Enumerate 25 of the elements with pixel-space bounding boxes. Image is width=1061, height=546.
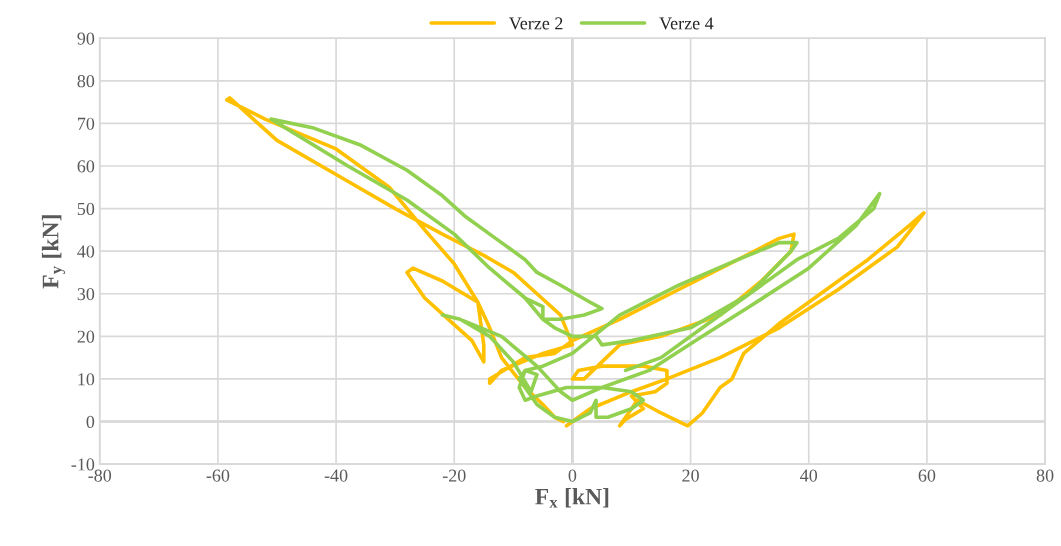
y-tick-label: 70 bbox=[78, 117, 95, 130]
legend-label: Verze 4 bbox=[659, 17, 714, 30]
x-tick-label: -20 bbox=[442, 469, 466, 482]
y-tick-label: 40 bbox=[77, 245, 95, 258]
x-tick-label: 60 bbox=[918, 469, 936, 482]
legend-label: Verze 2 bbox=[508, 17, 563, 30]
y-tick-label: 80 bbox=[77, 75, 95, 88]
y-tick-label: 10 bbox=[78, 373, 95, 386]
y-tick-label: 0 bbox=[86, 415, 95, 428]
line-series bbox=[269, 117, 882, 424]
x-tick-label: -60 bbox=[206, 469, 230, 482]
y-tick-label: -10 bbox=[71, 458, 95, 471]
x-tick-label: 80 bbox=[1036, 469, 1054, 482]
x-tick-label: -80 bbox=[88, 469, 112, 482]
x-tick-label: -40 bbox=[324, 469, 348, 482]
x-tick-label: 20 bbox=[682, 469, 699, 482]
x-tick-label: 40 bbox=[800, 469, 818, 482]
y-axis-title: F$_{y}$ [kN] bbox=[41, 215, 66, 289]
y-tick-label: 60 bbox=[77, 160, 95, 173]
y-tick-label: 90 bbox=[77, 32, 95, 45]
y-tick-label: 30 bbox=[77, 288, 95, 301]
y-tick-label: 50 bbox=[77, 202, 95, 216]
x-tick-label: 0 bbox=[568, 469, 577, 482]
x-axis-title: F$_{x}$ [kN] bbox=[535, 487, 609, 508]
y-tick-label: 20 bbox=[77, 330, 95, 343]
